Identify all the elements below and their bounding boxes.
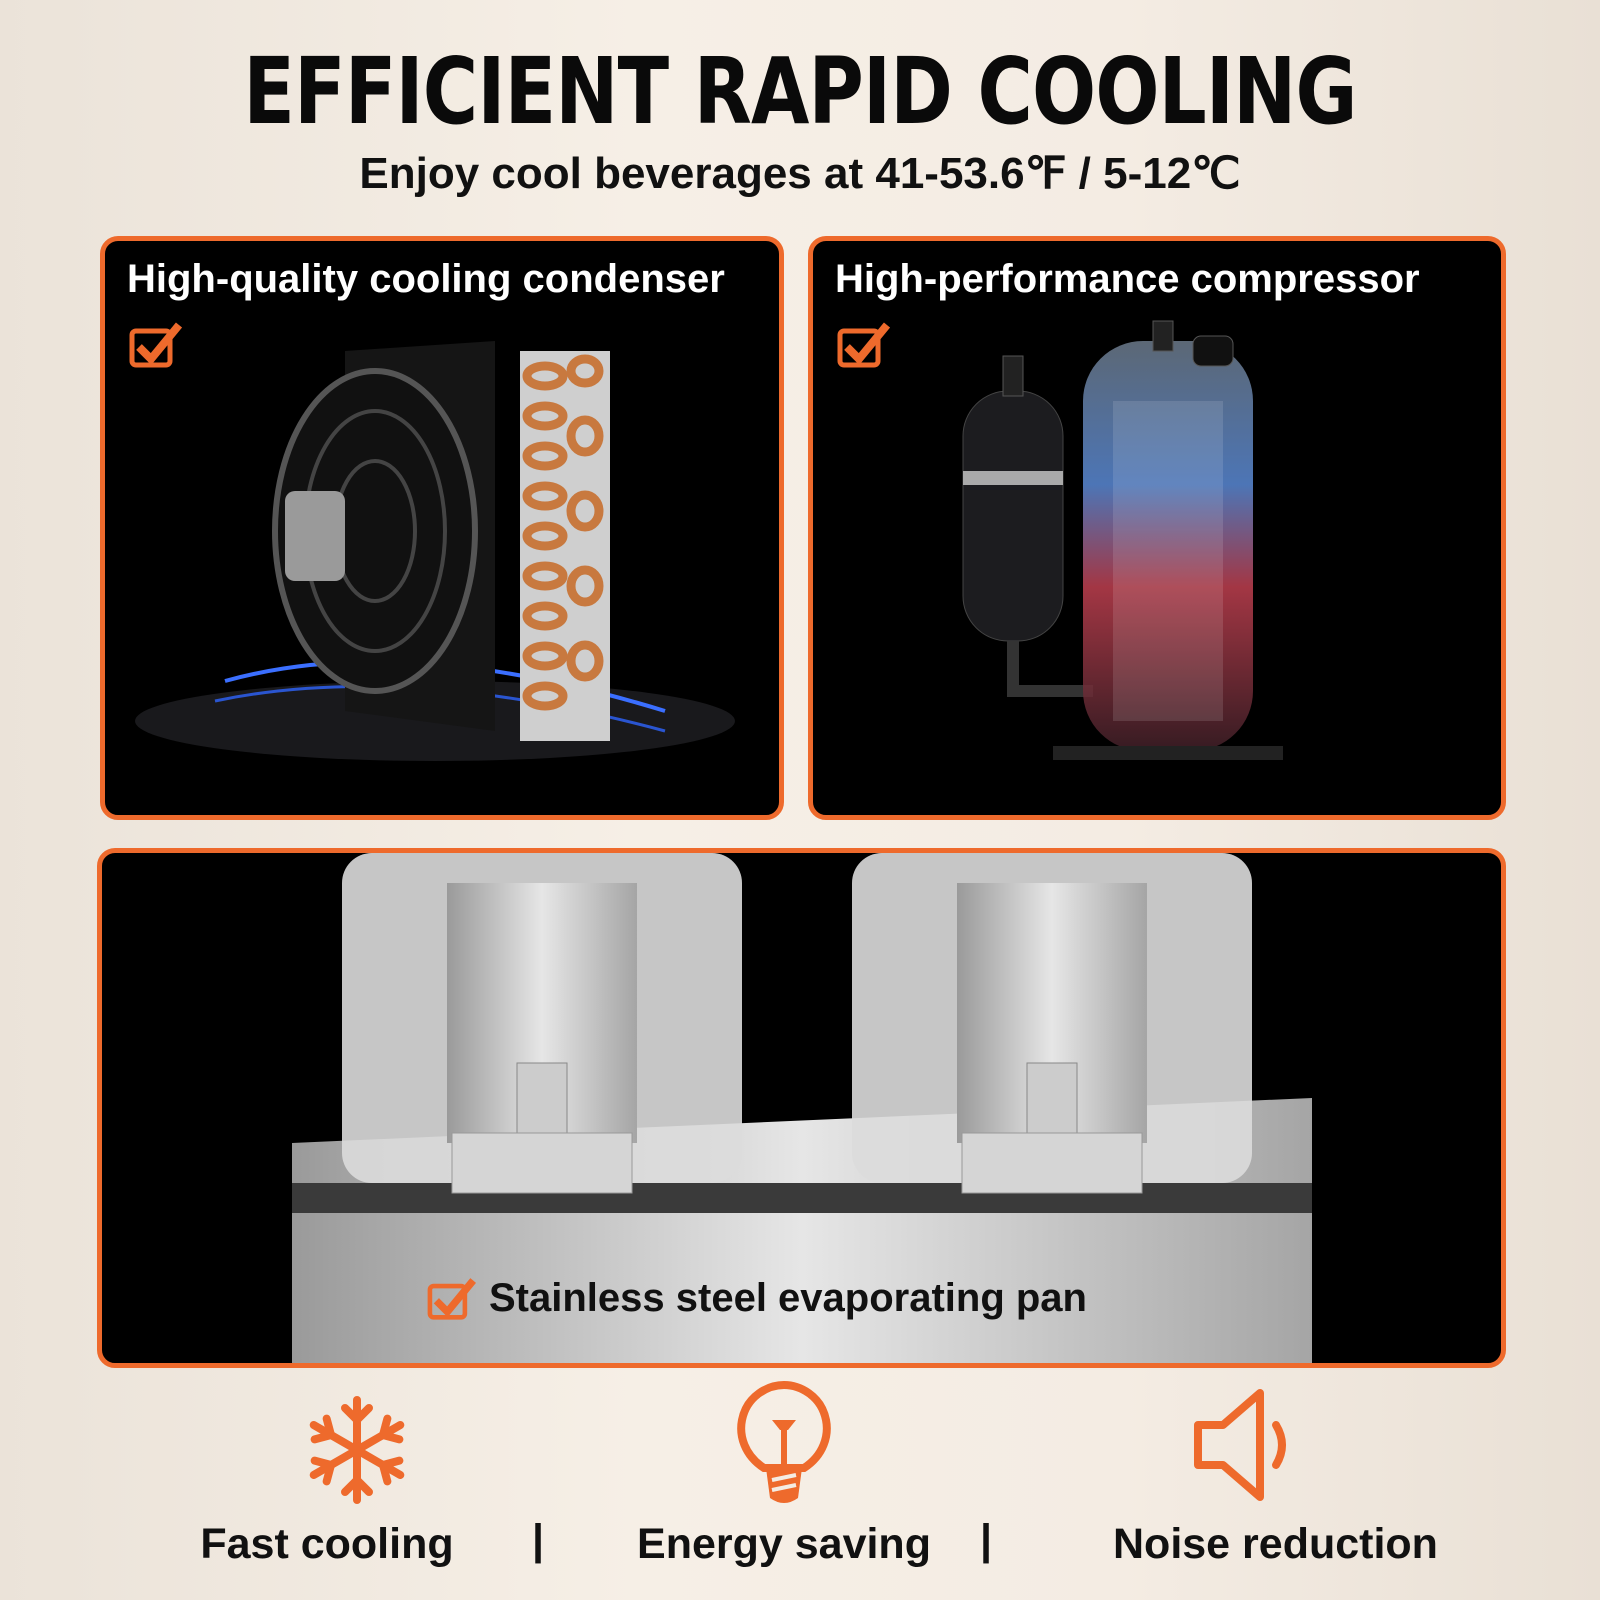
separator: | bbox=[532, 1516, 545, 1564]
checkbox-checked-icon bbox=[129, 322, 183, 368]
feature-label: Noise reduction bbox=[1113, 1520, 1438, 1568]
evaporating-pan-title: Stainless steel evaporating pan bbox=[489, 1275, 1087, 1320]
checkbox-checked-icon bbox=[427, 1278, 477, 1320]
condenser-title: High-quality cooling condenser bbox=[127, 257, 725, 301]
compressor-title: High-performance compressor bbox=[835, 257, 1420, 301]
evaporating-pan-label: Stainless steel evaporating pan bbox=[427, 1275, 1087, 1321]
speaker-icon bbox=[1194, 1389, 1286, 1501]
page-subtitle: Enjoy cool beverages at 41-53.6℉ / 5-12℃ bbox=[359, 149, 1241, 198]
checkbox-checked-icon bbox=[837, 322, 891, 368]
lightbulb-icon bbox=[737, 1380, 831, 1503]
feature-label: Fast cooling bbox=[200, 1520, 454, 1568]
condenser-panel: High-quality cooling condenser bbox=[100, 236, 784, 820]
page-title: EFFICIENT RAPID COOLING bbox=[243, 38, 1357, 145]
compressor-panel: High-performance compressor bbox=[808, 236, 1506, 820]
snowflake-icon bbox=[302, 1396, 412, 1510]
separator: | bbox=[980, 1516, 993, 1564]
compressor-image bbox=[962, 320, 1283, 760]
feature-label: Energy saving bbox=[637, 1520, 931, 1568]
condenser-image bbox=[135, 341, 735, 761]
dispenser-image bbox=[292, 853, 1312, 1363]
evaporating-pan-panel: Stainless steel evaporating pan bbox=[97, 848, 1506, 1368]
